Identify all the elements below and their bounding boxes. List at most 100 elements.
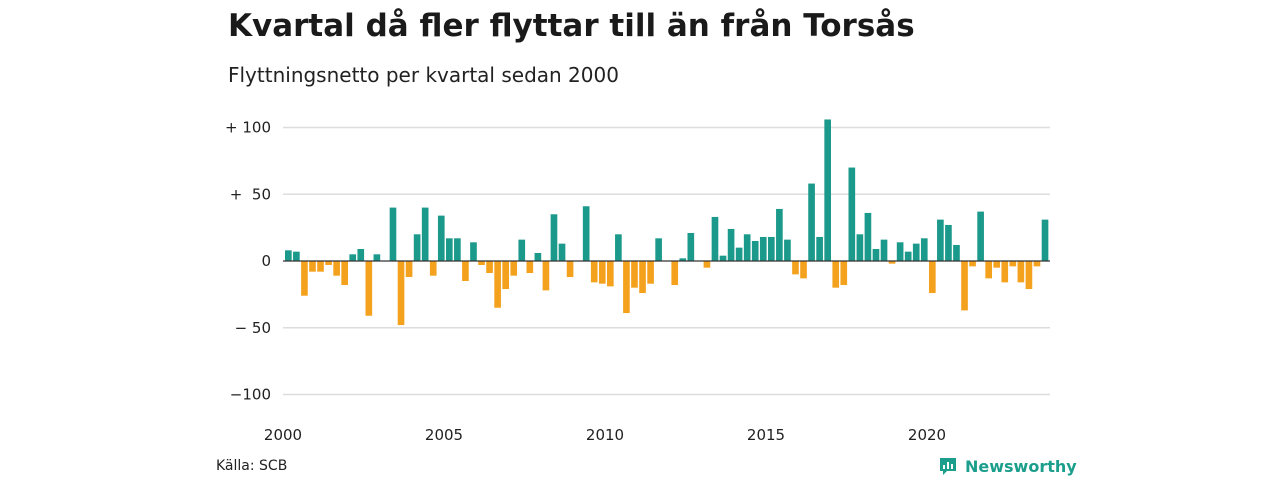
bar xyxy=(768,236,775,261)
bar xyxy=(317,261,324,272)
bar xyxy=(816,236,823,261)
bar xyxy=(800,261,807,279)
bar xyxy=(776,208,783,261)
bar xyxy=(397,261,405,326)
brand-logo[interactable]: Newsworthy xyxy=(938,456,1077,476)
bar xyxy=(792,261,799,275)
bar xyxy=(590,261,598,283)
y-tick-label: + 100 xyxy=(225,119,271,137)
bar xyxy=(510,261,518,276)
bar xyxy=(864,212,872,261)
bar xyxy=(840,261,848,286)
bar xyxy=(526,261,534,274)
bar xyxy=(623,261,630,314)
bar xyxy=(727,228,735,261)
bar xyxy=(872,248,880,262)
bar xyxy=(711,216,719,261)
x-tick-label: 2000 xyxy=(264,426,302,444)
bar xyxy=(429,261,437,276)
bar xyxy=(824,119,831,262)
bar xyxy=(558,243,566,262)
bar xyxy=(679,258,687,261)
y-tick-label: −100 xyxy=(230,386,271,404)
bar xyxy=(945,224,952,261)
bar xyxy=(357,248,365,262)
chart-title: Kvartal då fler flyttar till än från Tor… xyxy=(228,8,915,44)
bar xyxy=(687,232,695,262)
bar xyxy=(598,261,606,284)
bar xyxy=(615,234,622,261)
bar xyxy=(341,261,348,286)
x-tick-label: 2020 xyxy=(908,426,946,444)
bar xyxy=(502,261,509,290)
bar xyxy=(446,238,453,262)
bar xyxy=(1033,261,1041,267)
bar xyxy=(631,261,638,288)
bar xyxy=(582,206,590,261)
bar xyxy=(293,251,300,261)
bar xyxy=(961,261,968,311)
bar xyxy=(743,234,751,261)
bar xyxy=(607,261,614,287)
bar xyxy=(937,219,944,261)
bar xyxy=(904,251,912,261)
bar xyxy=(1041,219,1049,261)
y-tick-label: + 50 xyxy=(230,185,271,203)
bar xyxy=(470,242,477,261)
bar xyxy=(759,236,767,261)
bar xyxy=(977,211,984,261)
bar xyxy=(985,261,992,279)
y-tick-label: 0 xyxy=(261,252,271,270)
bar xyxy=(808,183,815,261)
bar xyxy=(478,261,485,265)
bar xyxy=(719,255,727,261)
bar xyxy=(671,261,679,286)
source-note: Källa: SCB xyxy=(216,458,288,474)
bar xyxy=(454,238,461,262)
bar xyxy=(1025,261,1033,290)
bar xyxy=(494,261,501,308)
y-tick-label: − 50 xyxy=(235,319,271,337)
bar xyxy=(751,240,759,261)
x-tick-label: 2015 xyxy=(747,426,785,444)
bar xyxy=(518,239,526,261)
newsworthy-logo-icon xyxy=(940,458,956,475)
bar xyxy=(566,261,574,278)
bar xyxy=(953,244,960,261)
bar xyxy=(405,261,413,278)
bar xyxy=(848,167,856,261)
bar xyxy=(301,261,308,296)
chart-subtitle: Flyttningsnetto per kvartal sedan 2000 xyxy=(228,63,619,87)
bar xyxy=(285,250,292,261)
gridlines xyxy=(283,126,1050,396)
bar xyxy=(550,214,558,262)
bar xyxy=(735,247,743,261)
bar xyxy=(389,207,397,261)
bar xyxy=(1009,261,1017,267)
x-tick-label: 2010 xyxy=(586,426,624,444)
bar xyxy=(421,207,429,261)
bar xyxy=(486,261,493,274)
bar xyxy=(703,261,711,268)
brand-name: Newsworthy xyxy=(965,456,1077,476)
bar xyxy=(373,254,381,261)
bar xyxy=(832,261,840,288)
bar xyxy=(437,215,445,261)
bar xyxy=(969,261,976,267)
bar xyxy=(1001,261,1009,283)
bar xyxy=(542,261,550,291)
bar xyxy=(784,239,791,261)
bar xyxy=(325,261,332,265)
x-tick-label: 2005 xyxy=(425,426,463,444)
bar xyxy=(856,234,864,261)
bar xyxy=(929,261,936,294)
x-tick-labels: 2000 2005 2010 2015 2020 xyxy=(264,426,946,444)
bar xyxy=(534,252,542,261)
bar xyxy=(888,261,896,264)
y-tick-labels: + 100 + 50 0 − 50 −100 xyxy=(225,119,271,404)
bar xyxy=(333,261,340,276)
bar xyxy=(639,261,646,294)
bars xyxy=(285,119,1049,326)
bar xyxy=(309,261,316,272)
